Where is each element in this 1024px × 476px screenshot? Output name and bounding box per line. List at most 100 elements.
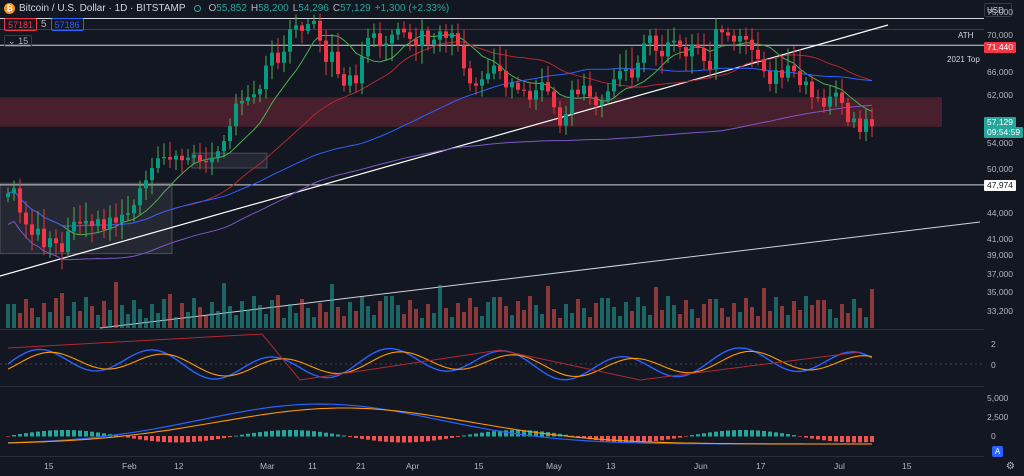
volume-bar [846,313,850,328]
candle-body [372,33,376,38]
price-tick-label: 33,200 [987,306,1013,316]
candle-body [630,69,634,78]
macd-histogram-bar [540,431,544,437]
macd-histogram-bar [570,435,574,437]
volume-bar [78,311,82,328]
volume-bar [258,305,262,328]
candle-body [738,36,742,42]
macd-histogram-bar [834,436,838,442]
candle-body [486,73,490,80]
candle-body [252,94,256,98]
price-chart[interactable] [0,0,984,476]
candle-body [156,158,160,169]
price-tick-label: 50,000 [987,164,1013,174]
spread-value: 5 [41,19,47,30]
volume-bar [552,309,556,328]
macd-histogram-bar [360,436,364,439]
macd-histogram-bar [600,436,604,441]
volume-bar [834,318,838,328]
candle-body [816,97,820,99]
volume-bar [324,312,328,328]
osc-divergence-line [7,333,861,381]
currency-select[interactable]: USD [984,3,1012,17]
macd-histogram-bar [156,436,160,442]
candle-body [528,90,532,100]
candle-body [624,69,628,72]
volume-bar [726,317,730,328]
candle-body [438,31,442,40]
candle-body [504,71,508,88]
macd-histogram-bar [324,432,328,437]
volume-bar [486,302,490,328]
volume-bar [642,306,646,328]
sell-price-button[interactable]: 57181 [4,18,38,31]
ohlc-low: L54,296 [292,3,329,14]
volume-bar [852,299,856,328]
symbol-header[interactable]: ₿ Bitcoin / U.S. Dollar · 1D · BITSTAMP … [4,3,449,14]
candle-body [60,243,64,252]
time-tick-label: May [546,461,563,471]
volume-bar [312,317,316,328]
volume-bar [342,316,346,328]
macd-histogram-bar [90,431,94,437]
volume-bar [666,296,670,328]
macd-histogram-bar [174,436,178,443]
symbol-title[interactable]: Bitcoin / U.S. Dollar · 1D · BITSTAMP [19,3,186,14]
volume-bar [756,316,760,328]
volume-bar [264,314,268,328]
candle-body [402,28,406,33]
candle-body [276,52,280,63]
macd-histogram-bar [672,436,676,439]
candle-body [678,40,682,48]
macd-histogram-bar [630,436,634,443]
volume-bar [534,305,538,328]
candle-body [108,217,112,230]
volume-bar [822,300,826,328]
candle-body [246,97,250,101]
volume-bar [438,285,442,328]
candle-body [408,32,412,39]
macd-histogram-bar [396,436,400,443]
candle-body [282,51,286,63]
gear-icon[interactable]: ⚙ [1006,461,1015,472]
time-tick-label: 21 [356,461,366,471]
volume-bar [762,288,766,328]
macd-histogram-bar [612,436,616,442]
macd-histogram-bar [144,436,148,441]
macd-histogram-bar [60,430,64,437]
macd-histogram-bar [132,436,136,439]
candle-body [378,33,382,47]
volume-bar [204,316,208,328]
volume-bar [480,316,484,328]
candle-body [462,45,466,69]
volume-bar [174,317,178,328]
volume-bar [786,315,790,328]
macd-histogram-bar [744,430,748,437]
volume-bar [510,315,514,328]
indicators-toggle[interactable]: ⌄ 15 [4,35,33,47]
volume-bar [384,296,388,328]
macd-histogram-bar [384,436,388,442]
macd-histogram-bar [444,436,448,439]
candle-body [588,85,592,97]
macd-histogram-bar [786,434,790,437]
volume-bar [300,299,304,328]
candle-body [522,89,526,91]
auto-scale-button[interactable]: A [992,446,1003,457]
volume-bar [774,297,778,328]
volume-bar [468,298,472,328]
macd-histogram-bar [126,436,130,438]
volume-bar [462,312,466,328]
volume-bar [720,308,724,328]
candle-body [480,79,484,86]
candle-body [84,220,88,224]
candle-body [546,82,550,92]
volume-bar [222,283,226,328]
macd-histogram-bar [252,432,256,437]
volume-bar [408,300,412,328]
ohlc-high: H58,200 [250,3,289,14]
buy-price-button[interactable]: 57186 [50,18,84,31]
macd-histogram-bar [48,430,52,437]
candle-body [198,155,202,161]
candle-body [858,118,862,132]
